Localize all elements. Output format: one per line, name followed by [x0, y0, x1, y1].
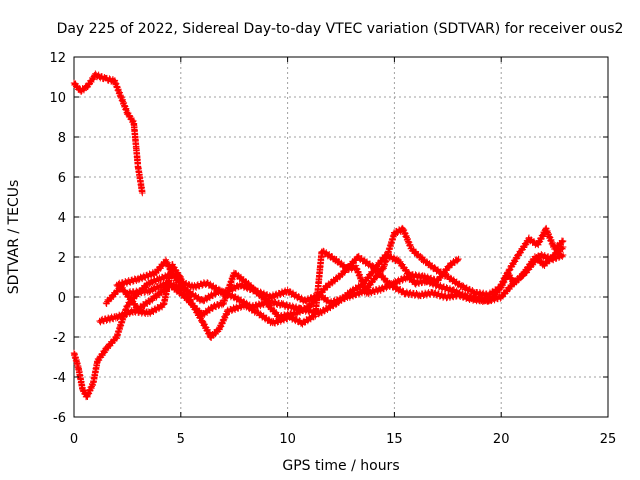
data-point-marker [352, 257, 359, 264]
axis-ticks: 0 5 10 15 20 25 -6 -4 -2 0 2 4 6 8 10 12 [49, 51, 616, 447]
data-point-marker [399, 287, 406, 294]
x-tick-label: 15 [386, 432, 403, 447]
data-point-marker [559, 238, 566, 245]
x-tick-label: 5 [177, 432, 185, 447]
y-tick-label: 12 [49, 51, 66, 66]
y-tick-label: -6 [53, 411, 66, 426]
y-tick-label: -4 [53, 371, 66, 386]
data-point-marker [74, 83, 81, 91]
plot-frame [73, 56, 609, 418]
data-point-marker [559, 237, 567, 245]
data-point-marker [139, 189, 146, 197]
y-tick-label: 8 [58, 131, 66, 146]
y-tick-label: 10 [49, 91, 66, 106]
data-point-marker [559, 251, 567, 259]
y-tick-label: 4 [58, 211, 66, 226]
x-tick-label: 0 [70, 432, 78, 447]
grid-lines [74, 57, 608, 417]
x-tick-label: 10 [279, 432, 296, 447]
data-point-marker [321, 286, 328, 294]
chart-title: Day 225 of 2022, Sidereal Day-to-day VTE… [57, 21, 624, 37]
y-axis-label: SDTVAR / TECUs [6, 180, 22, 295]
data-point-marker [454, 256, 461, 264]
y-tick-label: 6 [58, 171, 66, 186]
x-tick-label: 20 [493, 432, 510, 447]
data-points [70, 70, 567, 401]
y-tick-label: 2 [58, 251, 66, 266]
x-tick-label: 25 [600, 432, 617, 447]
y-tick-label: 0 [58, 291, 66, 306]
x-axis-label: GPS time / hours [282, 458, 399, 474]
y-tick-label: -2 [53, 331, 66, 346]
data-point-marker [379, 264, 387, 271]
data-point-marker [522, 269, 530, 277]
data-point-marker [455, 255, 462, 263]
